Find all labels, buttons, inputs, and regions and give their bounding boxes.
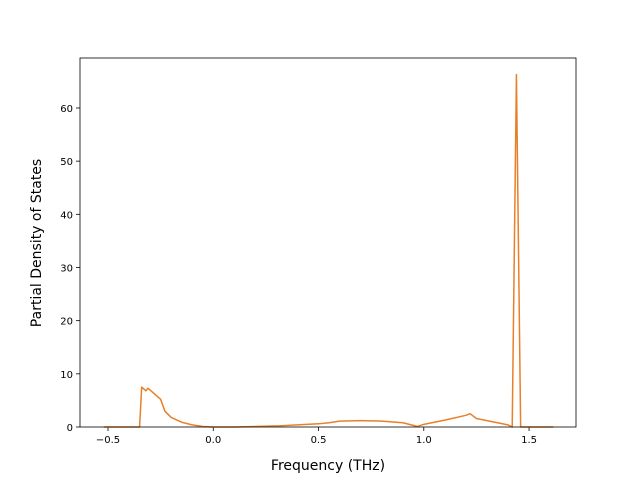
data-line xyxy=(103,73,554,428)
y-tick-label: 0 xyxy=(67,423,73,434)
x-tick-label: 1.0 xyxy=(416,435,432,446)
x-tick-label: 0.0 xyxy=(205,435,221,446)
y-tick-label: 40 xyxy=(60,210,73,221)
y-tick-label: 30 xyxy=(60,263,73,274)
x-axis-label: Frequency (THz) xyxy=(271,458,385,474)
y-tick-label: 20 xyxy=(60,317,73,328)
y-tick-label: 10 xyxy=(60,370,73,381)
y-tick-label: 60 xyxy=(60,104,73,115)
x-tick-label: −0.5 xyxy=(96,435,120,446)
plot-frame xyxy=(79,57,577,428)
y-tick-label: 50 xyxy=(60,157,73,168)
y-axis-label: Partial Density of States xyxy=(29,159,45,327)
x-tick-label: 0.5 xyxy=(311,435,327,446)
x-tick-label: 1.5 xyxy=(521,435,537,446)
